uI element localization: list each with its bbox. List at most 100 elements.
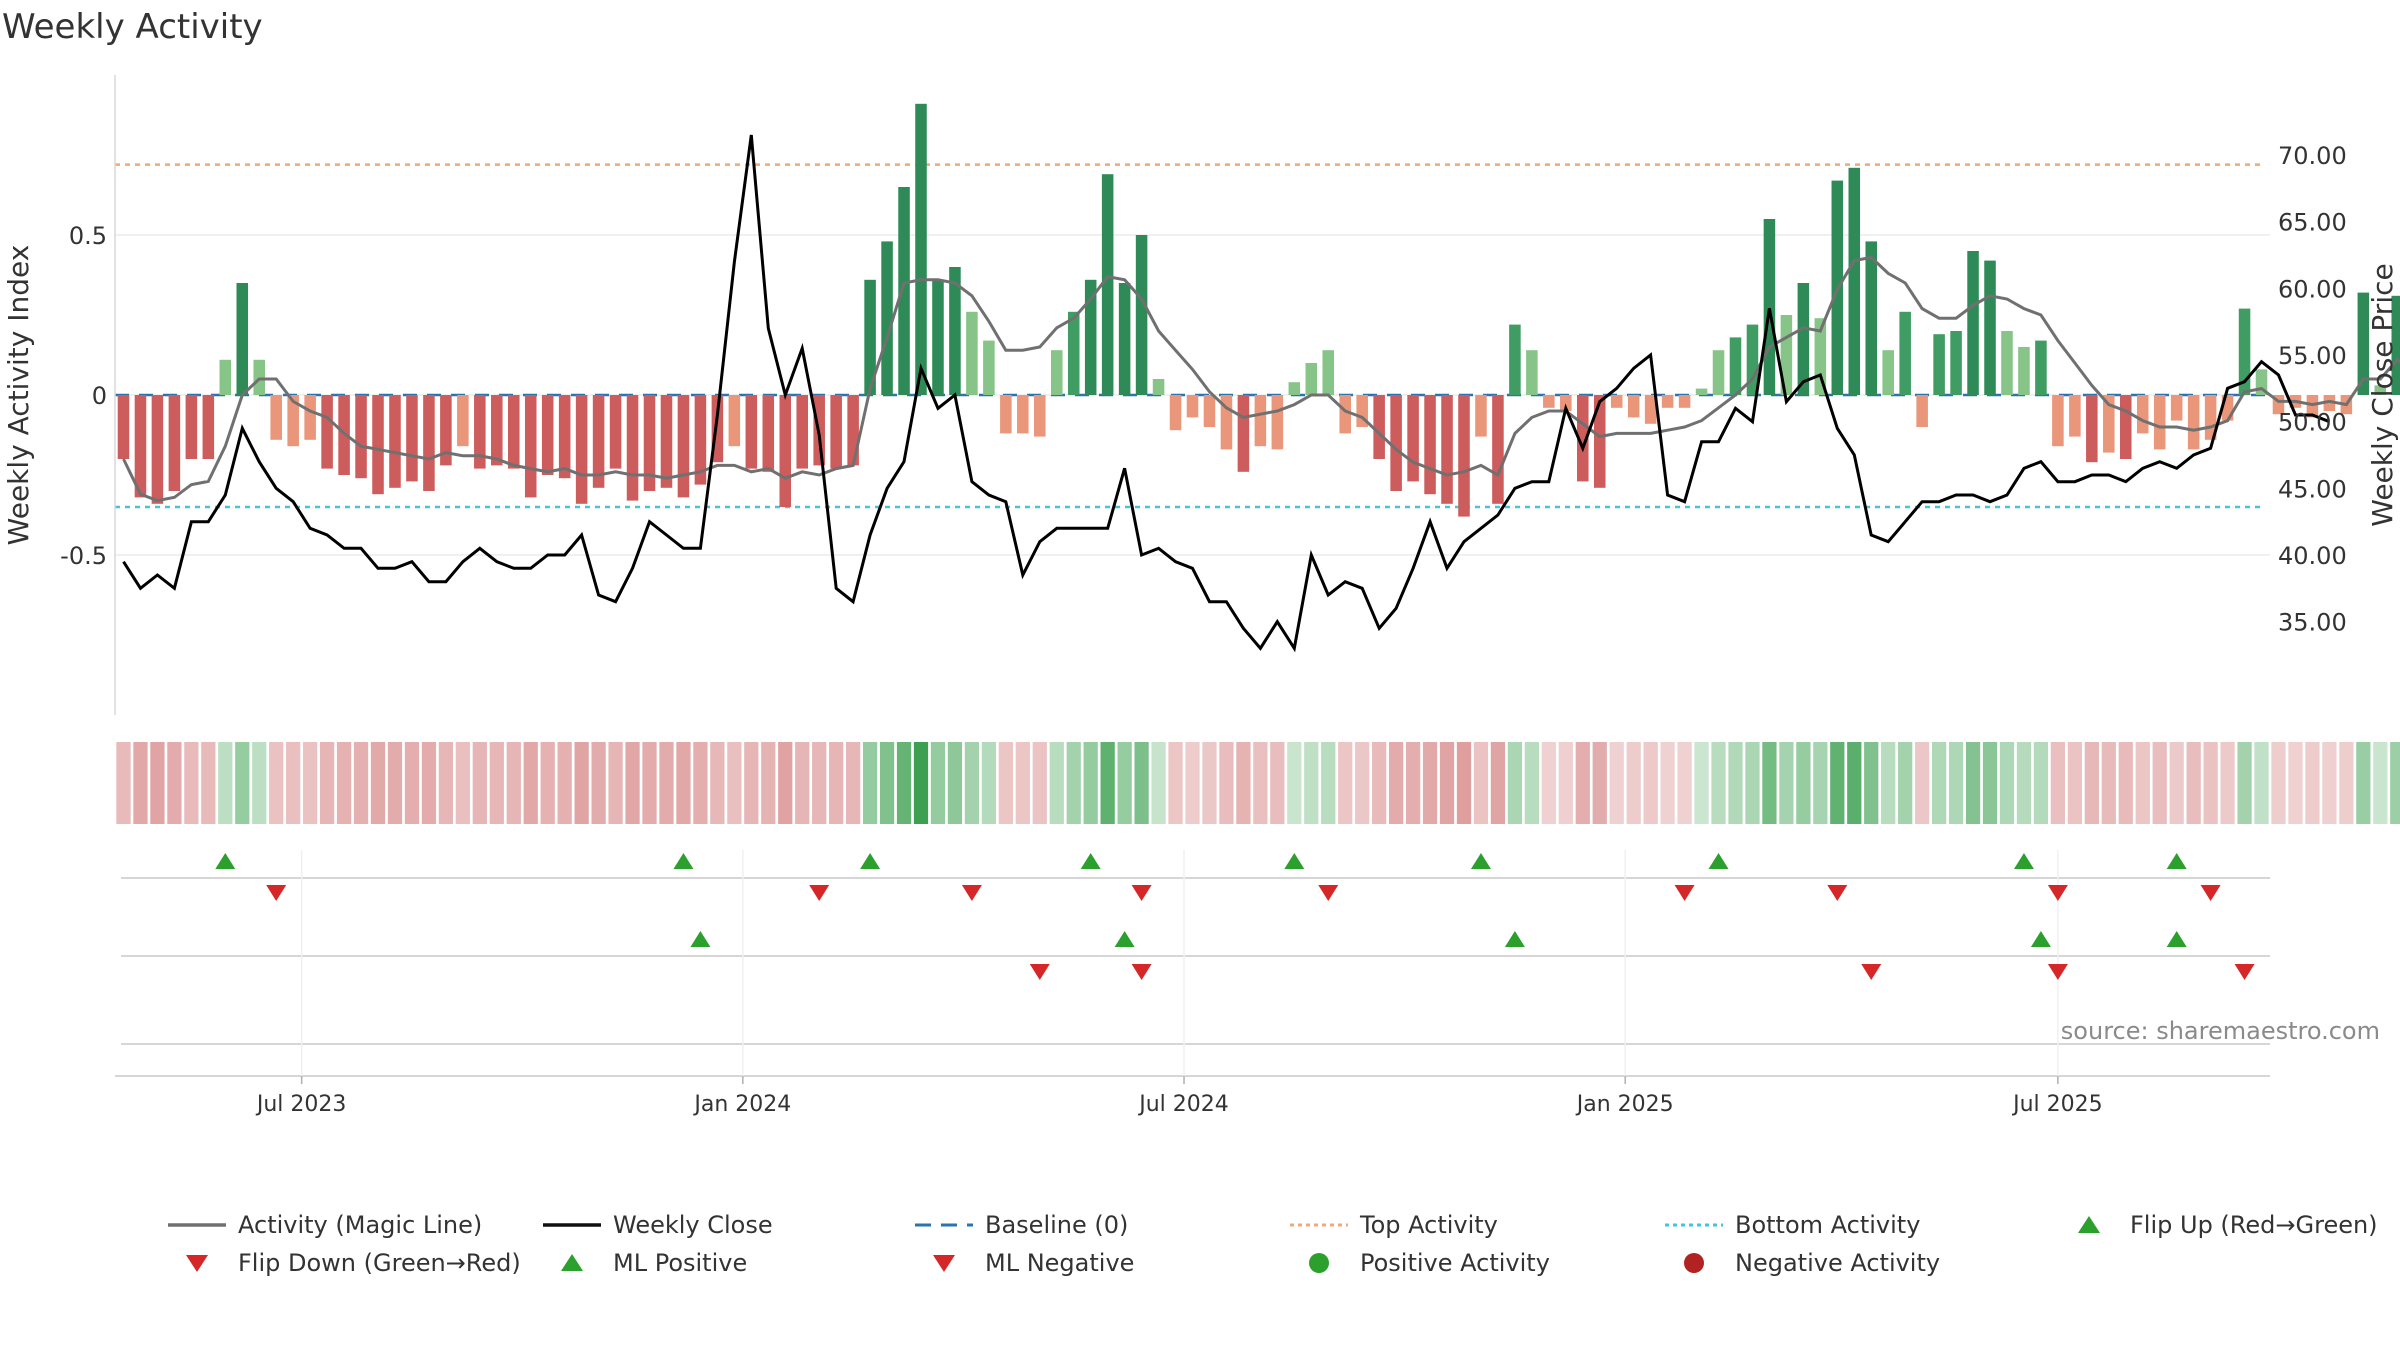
- heat-cell: [540, 742, 555, 824]
- heat-cell: [1881, 742, 1896, 824]
- y-tick-label: 0.5: [69, 222, 107, 250]
- x-tick-label: Jul 2025: [2011, 1092, 2103, 1117]
- heat-cell: [1779, 742, 1794, 824]
- heat-cell: [1694, 742, 1709, 824]
- heat-cell: [2016, 742, 2032, 824]
- activity-bar: [1763, 219, 1776, 395]
- legend-label: Negative Activity: [1735, 1249, 1940, 1277]
- activity-bar: [1492, 395, 1504, 504]
- heat-cell: [812, 742, 827, 824]
- activity-bar: [830, 395, 842, 469]
- heat-cell: [778, 742, 793, 824]
- activity-bar: [1424, 395, 1436, 495]
- ml-negative-marker: [1131, 964, 1152, 980]
- activity-bar: [1050, 350, 1063, 395]
- activity-bar: [1305, 363, 1318, 395]
- y2-tick-label: 55.00: [2278, 342, 2347, 370]
- activity-bar: [2357, 292, 2370, 395]
- heat-cell: [1422, 742, 1438, 824]
- activity-bar: [1254, 395, 1267, 447]
- activity-bar: [1950, 331, 1962, 395]
- heat-cell: [1015, 742, 1030, 824]
- heat-cell: [1168, 742, 1183, 824]
- activity-bar: [2069, 395, 2081, 437]
- activity-bar: [1577, 395, 1589, 482]
- y-axis-label: Weekly Activity Index: [2, 245, 35, 546]
- heat-cell: [1151, 742, 1166, 824]
- activity-bar: [694, 395, 707, 485]
- activity-bar: [2272, 395, 2285, 415]
- activity-bar: [2374, 385, 2387, 395]
- heat-cell: [370, 742, 386, 824]
- flip-up-marker: [1470, 853, 1491, 869]
- activity-bar: [1984, 260, 1996, 395]
- activity-bar: [915, 103, 927, 396]
- heat-cell: [710, 742, 725, 824]
- heat-cell: [1134, 742, 1149, 824]
- heat-cell: [1473, 742, 1489, 824]
- heat-cell: [387, 742, 403, 824]
- flip-down-marker: [809, 885, 830, 901]
- activity-bar: [474, 395, 486, 469]
- heat-cell: [1253, 742, 1268, 824]
- heat-cell: [404, 742, 420, 824]
- activity-bar: [2204, 395, 2217, 440]
- activity-bar: [728, 395, 741, 447]
- activity-bar: [1220, 395, 1233, 450]
- heat-cell: [1270, 742, 1285, 824]
- y2-tick-label: 45.00: [2278, 475, 2347, 503]
- activity-bar: [2136, 395, 2149, 434]
- activity-bar: [609, 395, 622, 469]
- activity-bar: [1712, 350, 1725, 395]
- activity-bar: [1933, 334, 1945, 395]
- ml-positive-marker: [2030, 931, 2051, 947]
- ml-positive-marker: [1114, 931, 1135, 947]
- heat-cell: [1456, 742, 1472, 824]
- activity-bar: [253, 359, 266, 395]
- heat-cell: [1321, 742, 1336, 824]
- activity-bar: [864, 279, 876, 395]
- activity-bar: [575, 395, 588, 504]
- activity-bar: [1593, 395, 1606, 488]
- legend-label: Weekly Close: [613, 1211, 773, 1239]
- flip-down-marker: [1318, 885, 1339, 901]
- reference-lines: [115, 163, 2265, 509]
- heat-cell: [2050, 742, 2066, 824]
- heat-cell: [829, 742, 844, 824]
- heat-cell: [2084, 742, 2099, 824]
- activity-bar: [2035, 340, 2047, 395]
- activity-bar: [779, 395, 792, 507]
- activity-bar: [1543, 395, 1555, 408]
- activity-bar: [1390, 395, 1402, 491]
- flip-up-marker: [673, 853, 694, 869]
- heat-cell: [2033, 742, 2049, 824]
- activity-bar: [1237, 395, 1250, 472]
- activity-bar: [881, 241, 893, 395]
- heat-cell: [1304, 742, 1319, 824]
- heat-cell: [286, 742, 301, 824]
- heat-cell: [642, 742, 657, 824]
- heat-cell: [1931, 742, 1947, 824]
- heat-cell: [947, 742, 963, 824]
- activity-bar: [762, 395, 775, 472]
- activity-bar: [1509, 324, 1521, 395]
- heat-cell: [862, 742, 878, 824]
- legend-tri-down-swatch: [933, 1255, 955, 1272]
- activity-bar: [168, 395, 181, 491]
- ml-positive-marker: [690, 931, 711, 947]
- flip-up-marker: [1284, 853, 1305, 869]
- magic-line: [122, 255, 2400, 503]
- activity-bar: [1169, 395, 1182, 431]
- activity-bar: [1610, 395, 1623, 408]
- heat-cell: [235, 742, 250, 824]
- y2-tick-label: 50.00: [2278, 409, 2347, 437]
- activity-bar: [1135, 235, 1148, 395]
- activity-bar: [1746, 324, 1759, 395]
- activity-bar: [1458, 395, 1470, 517]
- activity-bar: [1695, 388, 1708, 395]
- activity-bar: [1118, 283, 1131, 395]
- activity-bar: [1084, 279, 1097, 395]
- heat-cell: [1117, 742, 1132, 824]
- heat-cell: [879, 742, 895, 824]
- y2-tick-label: 35.00: [2278, 609, 2347, 637]
